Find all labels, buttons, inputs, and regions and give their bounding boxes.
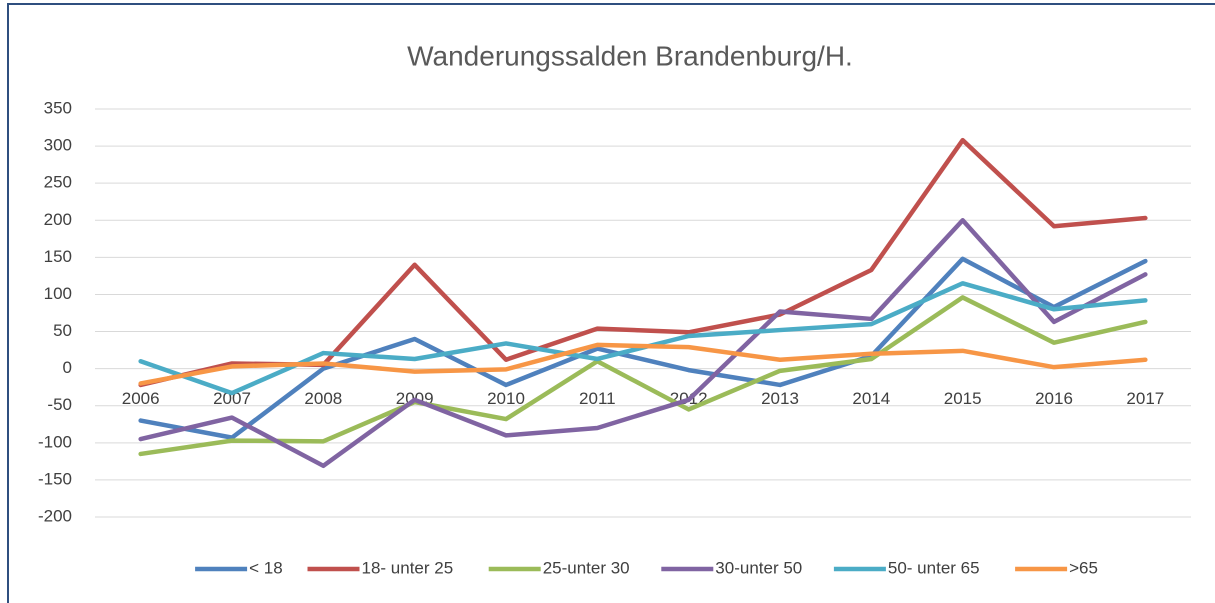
series-line [138,295,1148,457]
x-tick-label: 2008 [304,389,342,408]
y-tick-label: 100 [44,284,72,303]
y-tick-label: -150 [38,469,72,488]
x-tick-label: 2010 [487,389,525,408]
x-tick-label: 2006 [122,389,160,408]
y-tick-label: 250 [44,173,72,192]
y-tick-label: -50 [47,395,72,414]
y-tick-label: 50 [53,321,72,340]
y-tick-label: 300 [44,136,72,155]
legend-label: >65 [1069,558,1098,577]
x-tick-label: 2007 [213,389,251,408]
x-tick-label: 2017 [1126,389,1164,408]
x-tick-label: 2011 [579,389,616,408]
y-tick-label: -100 [38,432,72,451]
x-tick-label: 2013 [761,389,799,408]
series-line [138,281,1148,396]
y-tick-label: 350 [44,98,72,117]
chart-frame [7,3,1215,603]
legend-label: 25-unter 30 [543,558,630,577]
legend-label: 18- unter 25 [362,558,454,577]
legend-label: 30-unter 50 [715,558,802,577]
legend-label: 50- unter 65 [888,558,980,577]
series-line [138,218,1148,469]
x-tick-label: 2016 [1035,389,1073,408]
y-tick-label: 200 [44,210,72,229]
y-tick-label: -200 [38,506,72,525]
series-line [138,256,1148,440]
legend-label: < 18 [249,558,283,577]
series-line [138,342,1148,386]
y-tick-label: 150 [44,247,72,266]
y-tick-label: 0 [63,358,72,377]
x-tick-label: 2014 [852,389,890,408]
chart-title: Wanderungssalden Brandenburg/H. [407,40,853,71]
x-tick-label: 2015 [944,389,982,408]
